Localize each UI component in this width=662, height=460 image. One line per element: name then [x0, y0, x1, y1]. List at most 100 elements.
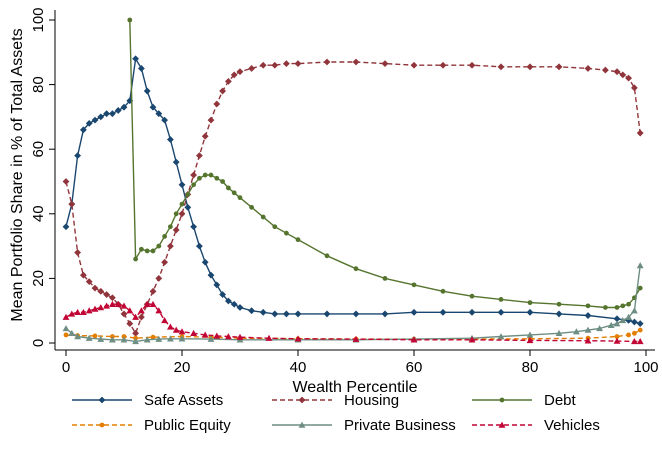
series-line-housing	[65, 61, 641, 334]
data-point-debt	[353, 266, 359, 272]
data-point-debt	[382, 276, 388, 281]
y-tick-label: 80	[30, 76, 47, 93]
x-tick-label: 20	[174, 359, 191, 376]
data-point-housing	[120, 310, 128, 318]
data-point-vehicles	[636, 337, 644, 345]
data-point-private-business	[596, 325, 603, 332]
data-point-safe-assets	[207, 271, 215, 279]
data-point-vehicles	[155, 307, 163, 314]
data-point-housing	[410, 61, 418, 69]
data-point-housing	[178, 210, 186, 218]
data-point-vehicles	[62, 313, 70, 320]
legend-marker-safe-assets	[98, 396, 106, 404]
data-point-safe-assets	[190, 223, 197, 231]
data-point-debt	[133, 256, 139, 262]
data-point-safe-assets	[468, 308, 476, 316]
data-point-safe-assets	[149, 103, 157, 111]
x-axis-title: Wealth Percentile	[292, 379, 417, 396]
legend-item-private-business: Private Business	[272, 417, 456, 434]
data-point-housing	[283, 60, 290, 68]
legend-item-debt: Debt	[472, 392, 577, 409]
data-point-housing	[294, 60, 302, 68]
data-point-debt	[637, 285, 643, 291]
legend-label-safe-assets: Safe Assets	[144, 392, 223, 409]
data-point-debt	[614, 305, 620, 310]
data-point-housing	[468, 61, 476, 69]
data-point-debt	[620, 303, 626, 309]
data-point-housing	[74, 249, 81, 256]
data-point-safe-assets	[236, 304, 244, 311]
data-point-safe-assets	[248, 307, 255, 315]
data-point-housing	[161, 258, 168, 266]
legend-item-vehicles: Vehicles	[472, 417, 600, 434]
data-point-housing	[381, 60, 389, 68]
data-point-debt	[202, 172, 208, 178]
data-point-debt	[127, 17, 133, 23]
data-point-housing	[138, 313, 145, 321]
data-point-housing	[126, 320, 134, 328]
data-point-housing	[213, 100, 221, 108]
data-point-safe-assets	[201, 258, 209, 266]
data-point-safe-assets	[225, 297, 232, 305]
legend-marker-housing	[298, 396, 306, 404]
data-point-debt	[231, 190, 237, 196]
data-point-vehicles	[190, 329, 197, 337]
data-point-debt	[168, 224, 173, 230]
data-point-safe-assets	[97, 113, 105, 121]
data-point-housing	[196, 152, 203, 160]
data-point-vehicles	[120, 302, 128, 309]
y-tick-label: 60	[30, 141, 47, 158]
data-point-vehicles	[201, 331, 209, 338]
data-point-safe-assets	[109, 110, 116, 118]
data-point-vehicles	[114, 300, 122, 307]
data-point-debt	[220, 179, 226, 184]
data-point-public-equity	[92, 333, 98, 339]
data-point-private-business	[109, 336, 116, 343]
x-tick-label: 40	[290, 359, 307, 376]
data-point-debt	[272, 224, 278, 230]
data-point-debt	[295, 237, 301, 243]
data-point-housing	[207, 116, 215, 124]
data-point-vehicles	[97, 304, 105, 311]
data-point-housing	[201, 132, 209, 140]
series-line-safe-assets	[65, 58, 641, 325]
data-point-vehicles	[213, 332, 221, 339]
data-point-housing	[526, 63, 534, 71]
data-point-debt	[139, 246, 144, 252]
data-point-debt	[237, 195, 243, 201]
data-point-housing	[323, 58, 331, 66]
data-point-housing	[439, 61, 447, 69]
data-point-safe-assets	[271, 310, 279, 318]
data-point-housing	[103, 291, 110, 298]
data-point-safe-assets	[613, 315, 621, 323]
data-point-vehicles	[91, 305, 99, 312]
data-point-housing	[230, 71, 238, 79]
legend-label-vehicles: Vehicles	[544, 417, 600, 434]
data-point-public-equity	[63, 332, 69, 338]
data-point-vehicles	[178, 328, 186, 335]
data-point-safe-assets	[91, 116, 99, 124]
data-point-debt	[208, 172, 214, 178]
data-point-vehicles	[74, 308, 81, 316]
data-point-housing	[619, 71, 627, 79]
data-point-safe-assets	[526, 308, 534, 316]
data-point-debt	[173, 211, 179, 217]
series-safe-assets	[62, 55, 644, 328]
data-point-safe-assets	[259, 308, 267, 316]
y-tick-label: 20	[30, 270, 47, 287]
data-point-housing	[97, 287, 105, 295]
data-point-housing	[85, 278, 93, 286]
data-point-debt	[585, 303, 591, 309]
data-point-public-equity	[637, 327, 643, 333]
data-point-debt	[284, 230, 289, 236]
data-point-safe-assets	[80, 126, 87, 134]
data-point-safe-assets	[62, 223, 70, 231]
data-point-vehicles	[167, 323, 174, 330]
data-point-vehicles	[352, 335, 360, 342]
data-point-vehicles	[85, 307, 93, 314]
data-point-private-business	[619, 316, 627, 324]
legend-item-public-equity: Public Equity	[72, 417, 231, 434]
plot-area	[62, 17, 644, 345]
data-point-safe-assets	[85, 119, 93, 127]
y-tick-label: 0	[30, 339, 47, 347]
